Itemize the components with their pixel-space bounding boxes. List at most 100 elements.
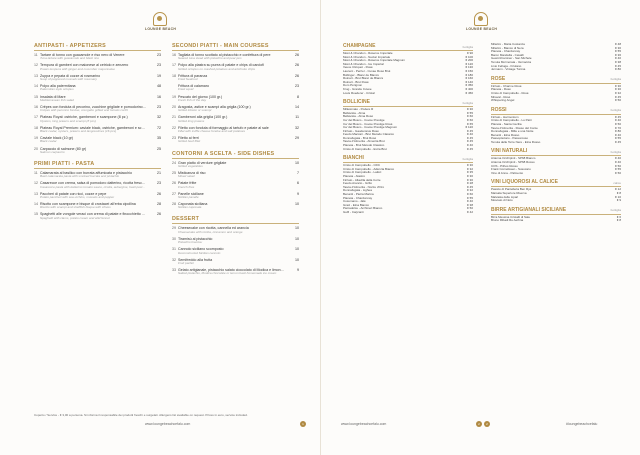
item-translation: Fried Seafood <box>178 78 198 82</box>
wine-name: Louis Roederer - Cristal <box>343 91 375 95</box>
wine-website-link[interactable]: www.loungebeachcefalu.com <box>341 422 387 426</box>
wine-row: Cristo di Campobello - CDC € 30 <box>343 164 473 168</box>
menu-item: 25 Misticanza di riso Mixed salad 7 <box>172 171 299 179</box>
dessert-title: DESSERT <box>172 216 299 225</box>
primi-title: PRIMI PIATTI - PASTA <box>34 161 161 169</box>
wine-row: Arianna Occhipinti - SP68 Bianco € 40 <box>491 157 621 161</box>
item-price: 19 <box>157 73 161 78</box>
item-translation: Grilled beef fillet <box>178 140 201 144</box>
item-number: 23 <box>172 136 176 141</box>
wine-name: Tenuta delle Terre Nere - Etna Rosso <box>491 140 541 144</box>
item-translation: Grilled octopus on mashed potatoes and a… <box>178 67 256 71</box>
wine-price: € 140 <box>465 79 473 84</box>
wine-price: € 45 <box>615 114 621 119</box>
wine-price: € 45 <box>615 63 621 68</box>
social-hashtag[interactable]: #loungebeachcefalu <box>566 422 598 426</box>
food-column-2: SECONDI PIATTI - MAIN COURSES 16 Tagliata… <box>172 43 299 411</box>
wine-price: € 40 <box>615 132 621 137</box>
item-price: 10 <box>295 160 299 165</box>
wine-price: € 45 <box>615 94 621 99</box>
wine-price: € 60 <box>467 117 473 122</box>
item-translation: Salmon carpaccio <box>40 150 65 154</box>
wine-price: € 30 <box>615 87 621 92</box>
menu-item: 22 Filetto con fonduta di formaggio al ta… <box>172 126 299 134</box>
item-number: 29 <box>172 226 176 231</box>
wine-row: Milazzo - Maria Costanza € 48 <box>491 43 621 47</box>
item-number: 17 <box>34 115 38 120</box>
page-number-2: 2 <box>476 421 482 427</box>
wine-row: Dom Pérignon € 350 <box>343 84 473 88</box>
wine-section-title: BOLLICINE bottiglia <box>343 99 473 108</box>
wine-price: € 30 <box>467 163 473 168</box>
wine-row: Firriato - Harmonium € 45 <box>491 114 621 120</box>
item-price: 21 <box>157 170 161 175</box>
item-number: 32 <box>172 257 176 262</box>
item-price: 25 <box>157 146 161 151</box>
item-translation: Sicilian caponata <box>178 206 202 210</box>
item-price: 10 <box>295 257 299 262</box>
wine-price: € 150 <box>465 68 473 73</box>
wine-row: Marsala Superiore Riserva € 8 <box>491 191 621 196</box>
menu-item: Frittura di calamaro Fried squid 23 <box>172 84 299 92</box>
item-translation: Potato paccheri with sea urchins, mussel… <box>40 195 115 199</box>
item-price: 23 <box>157 104 161 109</box>
wine-list-page: LOUNGE BEACH CHAMPAGNE bottiglia Moët & Ch… <box>320 0 640 455</box>
item-price: 26 <box>295 73 299 78</box>
menu-item: 11 Tartare di tonno con guacamole e riso … <box>34 53 161 61</box>
item-translation: Fried squid <box>178 88 194 92</box>
food-website-link[interactable]: www.loungebeachcefalu.com <box>145 422 191 426</box>
menu-item: 26 Patate fritte French fries 6 <box>172 181 299 189</box>
wine-row: Moscato di Noto € 9 <box>491 199 621 203</box>
page-number-2b: 2 <box>484 421 490 427</box>
wine-row: Malvasia delle Lipari € 10 <box>491 195 621 200</box>
wine-row: Louis Roederer - Cristal € 450 <box>343 91 473 96</box>
wine-row: Millesimato - Podere R € 30 <box>343 108 473 112</box>
item-translation: Grilled king prawns <box>178 119 205 123</box>
item-translation: Palermitan style octopus <box>40 88 74 92</box>
item-price: 11 <box>295 115 299 120</box>
wine-price: € 30 <box>615 83 621 88</box>
wine-price: € 45 <box>467 139 473 144</box>
wine-price: € 12 <box>615 187 621 192</box>
wine-price: € 38 <box>615 59 621 64</box>
menu-item: 29 Cheesecake con ricotta, cannella ed ar… <box>172 226 299 234</box>
item-number: 12 <box>34 63 38 68</box>
wine-price: € 35 <box>467 170 473 175</box>
page-number-1: 1 <box>300 421 306 427</box>
wine-row: Livio Felluga - Friulano € 45 <box>491 63 621 69</box>
wine-row: Ruinart - Brut Rosé € 140 <box>343 79 473 85</box>
item-price: 6 <box>297 181 299 186</box>
wine-row: Firriato - Altavilla della Corte € 30 <box>343 178 473 183</box>
item-price: 7 <box>297 170 299 175</box>
wine-price: € 200 <box>465 58 473 63</box>
item-translation: Basil calamarata pasta with smoked burra… <box>40 175 120 179</box>
bollicine-section: BOLLICINE bottiglia Millesimato - Podere R… <box>343 99 473 151</box>
item-translation: Fillet with truffle cheese fondue and sa… <box>178 130 246 134</box>
item-price: 23 <box>295 84 299 89</box>
item-price: 10 <box>295 247 299 252</box>
wine-row: Vino di Anna - Palmento € 50 <box>491 171 621 176</box>
wine-row: Ca' del Bosco - Cuvée Prestige Rosé € 65 <box>343 122 473 127</box>
wine-price: € 120 <box>465 125 473 130</box>
item-price: 8 <box>297 94 299 99</box>
wine-row: Cristo di Campobello - Lu Patri € 40 <box>491 119 621 123</box>
menu-item: 19 Caviale black (10 gr) Black caviar 35 <box>34 136 161 144</box>
wine-unit-label: bottiglia <box>610 208 621 213</box>
wine-row: Bellavista - Alma Rosé € 60 <box>343 115 473 119</box>
wine-row: Pietradolce - Archineri Bianco € 50 <box>343 207 473 211</box>
wine-row: Gulfi - Carjcanti € 42 <box>343 210 473 215</box>
item-price: 14 <box>295 104 299 109</box>
wine-price: € 48 <box>615 43 621 46</box>
item-price: 26 <box>295 63 299 68</box>
wine-column-2: Milazzo - Maria Costanza € 48 Milazzo - Bi… <box>491 43 621 415</box>
wine-row: COS - Pithos Rosso € 50 <box>491 164 621 169</box>
menu-item: 20 Carpaccio di salmone (80 gr) Salmon car… <box>34 147 161 155</box>
menu-item: 14 Risotto con scampone e bisque di crost… <box>34 202 161 210</box>
wine-price: € 40 <box>467 132 473 137</box>
item-number: 18 <box>34 125 38 130</box>
item-number: 19 <box>34 136 38 141</box>
wine-row: Planeta - Chardonnay € 55 <box>491 50 621 54</box>
wine-unit-label: bottiglia <box>462 156 473 161</box>
item-price: 10 <box>295 202 299 207</box>
wine-price: € 50 <box>615 98 621 103</box>
